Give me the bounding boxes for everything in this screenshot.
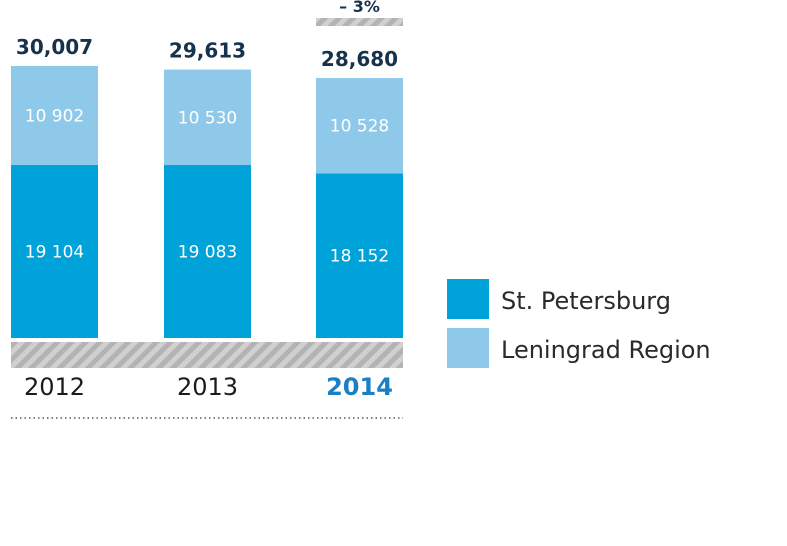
bar-2013-leningrad-region <box>164 69 251 166</box>
total-label-2012: 30,007 <box>16 35 93 59</box>
bar-2014-st-petersburg <box>316 173 403 338</box>
data-label-2012-lo: 10 902 <box>25 106 84 126</box>
bars-group <box>11 18 403 419</box>
bar-2012-st-petersburg <box>11 164 98 338</box>
x-tick-label-2012: 2012 <box>24 373 85 401</box>
data-label-2012-spb: 19 104 <box>25 242 84 262</box>
change-annotation-label: – 3% <box>339 0 380 16</box>
data-label-2014-spb: 18 152 <box>330 247 389 267</box>
labels-group: 19 104 10 902 30,007 2012 19 083 10 530 29,613… <box>16 0 398 401</box>
axis-base-band <box>11 342 403 368</box>
data-label-2014-lo: 10 528 <box>330 117 389 137</box>
legend-swatch-spb <box>447 279 489 319</box>
x-tick-label-2013: 2013 <box>177 373 238 401</box>
data-label-2013-spb: 19 083 <box>178 243 237 263</box>
data-label-2013-lo: 10 530 <box>178 108 237 128</box>
legend-label-lo: Leningrad Region <box>501 336 711 364</box>
bar-2013-st-petersburg <box>164 165 251 338</box>
x-tick-label-2014: 2014 <box>326 373 393 401</box>
legend-swatch-lo <box>447 328 489 368</box>
legend-label-spb: St. Petersburg <box>501 287 671 315</box>
total-label-2013: 29,613 <box>169 39 246 63</box>
total-label-2014: 28,680 <box>321 47 398 71</box>
change-annotation-band <box>316 18 403 26</box>
legend: St. Petersburg Leningrad Region <box>447 279 711 368</box>
bar-2012-leningrad-region <box>11 66 98 165</box>
bar-2014-leningrad-region <box>316 78 403 174</box>
